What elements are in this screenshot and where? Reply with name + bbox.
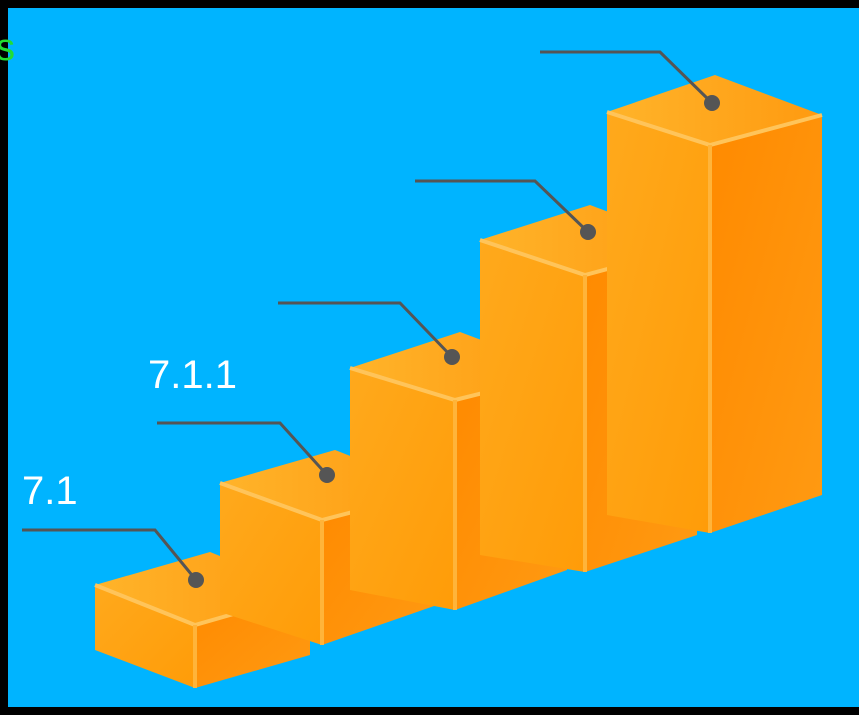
box-left-face: [220, 483, 322, 645]
box-left-face: [607, 112, 710, 533]
step-label: 7.1: [22, 469, 78, 513]
box-left-face: [350, 368, 455, 610]
heading: s: [0, 27, 15, 69]
leader-line: [157, 421, 329, 477]
leader-dot: [319, 467, 335, 483]
leader-line: [415, 179, 590, 234]
leader-line: [278, 301, 454, 359]
leader-line: [22, 528, 198, 581]
box-right-face: [710, 115, 822, 533]
step-label: 7.1.1: [148, 353, 237, 397]
leader-dot: [580, 224, 596, 240]
steps: [22, 50, 823, 688]
leader-dot: [704, 95, 720, 111]
box-left-face: [95, 585, 195, 688]
leader-line: [540, 50, 714, 105]
leader-dot: [188, 572, 204, 588]
leader-dot: [444, 349, 460, 365]
box-left-face: [480, 240, 585, 572]
